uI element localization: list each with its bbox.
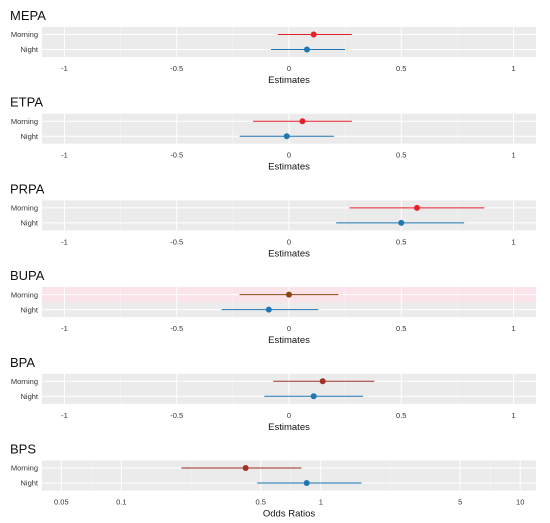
x-tick-label: -0.5: [170, 411, 183, 420]
x-tick-label: -1: [61, 151, 68, 160]
row-label: Morning: [11, 30, 38, 39]
x-tick-label: 1: [511, 64, 515, 73]
x-tick-label: 1: [511, 151, 515, 160]
row-label: Night: [20, 219, 38, 228]
panel-title: BPA: [10, 355, 35, 370]
x-axis-label: Estimates: [268, 248, 310, 259]
estimate-point: [299, 118, 306, 125]
row-label: Night: [20, 479, 38, 488]
panel-title: PRPA: [10, 181, 45, 196]
row-label: Night: [20, 305, 38, 314]
x-tick-label: 0: [287, 411, 291, 420]
estimate-point: [283, 133, 290, 140]
x-tick-label: 1: [511, 237, 515, 246]
x-tick-label: -0.5: [170, 151, 183, 160]
estimate-point: [303, 480, 310, 486]
plot-background: [42, 460, 536, 491]
estimate-point: [286, 291, 292, 298]
estimate-point: [242, 465, 249, 471]
estimate-point: [310, 31, 317, 38]
x-tick-label: -0.5: [170, 64, 183, 73]
x-tick-label: 0.5: [396, 324, 406, 333]
x-tick-label: -1: [61, 411, 68, 420]
estimate-point: [319, 378, 326, 385]
panel-title: BPS: [10, 442, 36, 457]
x-tick-label: 0.5: [396, 237, 406, 246]
row-label: Night: [20, 392, 38, 401]
x-axis-label: Estimates: [268, 75, 310, 86]
x-tick-label: 0: [287, 324, 291, 333]
row-label: Morning: [11, 290, 38, 299]
x-tick-label: 0: [287, 64, 291, 73]
x-axis-label: Estimates: [268, 422, 310, 433]
panel-bupa: BUPA Morning Night -1 -0.5 0 0.5 1 Estimates: [10, 268, 536, 346]
x-tick-label: -1: [61, 237, 68, 246]
x-tick-label: -0.5: [170, 324, 183, 333]
x-axis-label: Estimates: [268, 162, 310, 173]
panel-bps: BPS Morning Night 0.05 0.1 0.5 1 5 10 Odds Ratios: [10, 442, 536, 520]
panel-prpa: PRPA Morning Night -1 -0.5 0 0.5 1 Estimates: [10, 181, 536, 259]
panel-bpa: BPA Morning Night -1 -0.5 0 0.5 1 Estimates: [10, 355, 536, 433]
panel-title: ETPA: [10, 95, 43, 110]
x-axis-label: Odds Ratios: [263, 509, 316, 520]
row-label: Morning: [11, 204, 38, 213]
x-tick-label: 10: [516, 498, 524, 507]
x-tick-label: 1: [319, 498, 323, 507]
row-label: Night: [20, 132, 38, 141]
x-tick-label: 0.5: [396, 64, 406, 73]
row-label: Night: [20, 45, 38, 54]
x-tick-label: 1: [511, 324, 515, 333]
x-tick-label: 5: [458, 498, 462, 507]
estimate-point: [310, 393, 317, 400]
x-tick-label: -1: [61, 64, 68, 73]
x-axis-label: Estimates: [268, 335, 310, 346]
x-tick-label: 0.5: [396, 411, 406, 420]
estimate-point: [265, 306, 272, 313]
row-label: Morning: [11, 377, 38, 386]
x-tick-label: 0.5: [256, 498, 266, 507]
row-label: Morning: [11, 117, 38, 126]
estimate-point: [413, 204, 420, 211]
estimate-point: [398, 219, 405, 226]
estimate-point: [303, 46, 310, 53]
x-tick-label: -1: [61, 324, 68, 333]
row-label: Morning: [11, 464, 38, 473]
x-tick-label: 0: [287, 151, 291, 160]
panel-title: MEPA: [10, 8, 46, 23]
x-tick-label: 0.1: [116, 498, 126, 507]
panel-title: BUPA: [10, 268, 45, 283]
panel-mepa: MEPA Morning Night -1 -0.5 0 0.5 1 Estimates: [10, 8, 536, 86]
x-tick-label: -0.5: [170, 237, 183, 246]
x-tick-label: 1: [511, 411, 515, 420]
panel-etpa: ETPA Morning Night -1 -0.5 0 0.5 1 Estimates: [10, 95, 536, 173]
x-tick-label: 0: [287, 237, 291, 246]
x-tick-label: 0.5: [396, 151, 406, 160]
x-tick-label: 0.05: [54, 498, 69, 507]
